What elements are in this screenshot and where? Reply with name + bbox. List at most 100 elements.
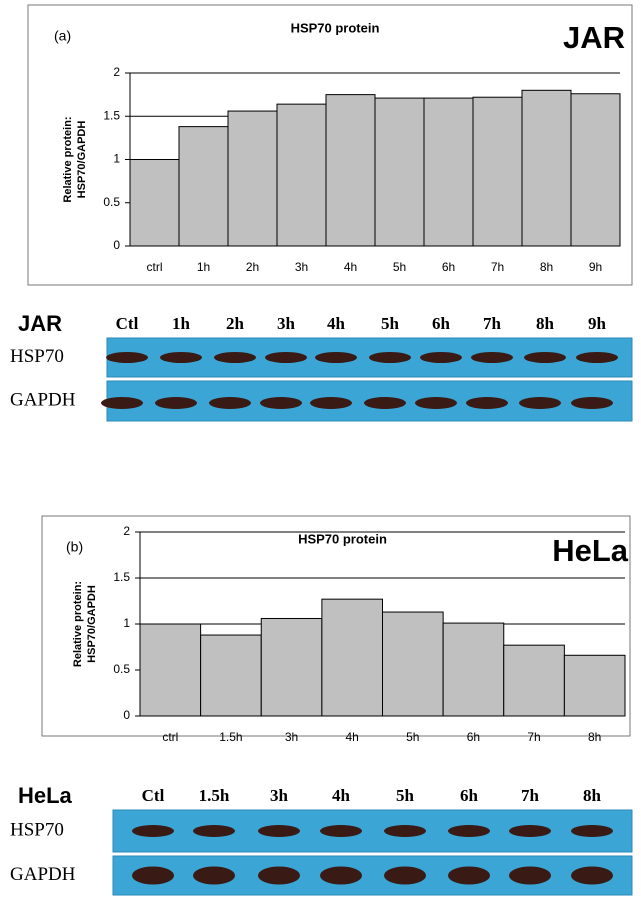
y-tick-label: 1.5 (103, 108, 120, 122)
blot-lane-label: 9h (588, 314, 607, 333)
band (209, 397, 251, 409)
x-tick-label: 3h (285, 730, 298, 744)
band (384, 825, 426, 837)
band (320, 825, 362, 837)
x-tick-label: 7h (527, 730, 540, 744)
bar (201, 635, 262, 716)
band (509, 867, 551, 885)
x-tick-label: 3h (295, 260, 308, 274)
band (258, 825, 300, 837)
blot-row-label: GAPDH (10, 389, 76, 410)
y-tick-label: 0.5 (103, 195, 120, 209)
x-tick-label: 4h (344, 260, 357, 274)
band (315, 352, 357, 363)
x-tick-label: ctrl (162, 730, 178, 744)
x-tick-label: 1h (197, 260, 210, 274)
band (571, 397, 613, 409)
x-tick-label: 6h (467, 730, 480, 744)
chart-title: HSP70 protein (298, 531, 387, 546)
blot-row-label: HSP70 (10, 346, 64, 367)
blot-lane-label: 1h (172, 314, 191, 333)
band (571, 825, 613, 837)
bar (473, 97, 522, 246)
cell-line-label: JAR (563, 20, 625, 55)
bar (522, 90, 571, 246)
panel-label: (b) (66, 539, 83, 555)
band (260, 397, 302, 409)
x-tick-label: 6h (442, 260, 455, 274)
blot-membrane (113, 810, 632, 852)
band (519, 397, 561, 409)
chart-title: HSP70 protein (291, 20, 380, 35)
y-tick-label: 0 (123, 708, 130, 722)
band (310, 397, 352, 409)
y-tick-label: 1.5 (113, 570, 130, 584)
blot-lane-label: 3h (270, 786, 289, 805)
blot-lane-label: 7h (521, 786, 540, 805)
bar (130, 160, 179, 247)
cell-line-label: HeLa (552, 533, 629, 568)
band (193, 867, 235, 885)
blot-lane-label: 8h (536, 314, 555, 333)
blot-cell-line: HeLa (18, 783, 73, 808)
bar (277, 104, 326, 246)
y-tick-label: 1 (113, 152, 120, 166)
x-tick-label: ctrl (147, 260, 163, 274)
x-tick-label: 5h (406, 730, 419, 744)
band (265, 352, 307, 363)
band (106, 352, 148, 363)
band (193, 825, 235, 837)
x-tick-label: 4h (346, 730, 359, 744)
band (576, 352, 618, 363)
blot-lane-label: Ctl (142, 786, 165, 805)
y-tick-label: 0 (113, 238, 120, 252)
blot-lane-label: 6h (432, 314, 451, 333)
blot-lane-label: Ctl (116, 314, 139, 333)
bar (375, 98, 424, 246)
y-axis-label: HSP70/GAPDH (76, 121, 88, 199)
band (258, 867, 300, 885)
bar (424, 98, 473, 246)
bar (179, 127, 228, 246)
blot-lane-label: 5h (396, 786, 415, 805)
band (132, 825, 174, 837)
bar (571, 94, 620, 246)
band (415, 397, 457, 409)
band (420, 352, 462, 363)
band (571, 867, 613, 885)
band (369, 352, 411, 363)
y-tick-label: 1 (123, 616, 130, 630)
y-tick-label: 2 (123, 524, 130, 538)
bar (261, 618, 322, 716)
band (471, 352, 513, 363)
blot-lane-label: 2h (226, 314, 245, 333)
panel-label: (a) (54, 28, 71, 44)
blot-lane-label: 1.5h (199, 786, 230, 805)
bar (564, 655, 625, 716)
blot-row-label: GAPDH (10, 864, 76, 885)
blot-lane-label: 7h (483, 314, 502, 333)
x-tick-label: 2h (246, 260, 259, 274)
blot-lane-label: 4h (327, 314, 346, 333)
y-axis-label: Relative protein: (62, 116, 74, 202)
bar (322, 599, 383, 716)
blot-lane-label: 4h (332, 786, 351, 805)
y-axis-label: HSP70/GAPDH (86, 585, 98, 663)
band (448, 825, 490, 837)
blot-membrane (113, 856, 632, 895)
band (132, 867, 174, 885)
x-tick-label: 1.5h (219, 730, 242, 744)
x-tick-label: 7h (491, 260, 504, 274)
band (364, 397, 406, 409)
band (101, 397, 143, 409)
bar (326, 95, 375, 246)
bar (504, 645, 565, 716)
x-tick-label: 8h (540, 260, 553, 274)
bar (443, 623, 504, 716)
x-tick-label: 8h (588, 730, 601, 744)
band (160, 352, 202, 363)
x-tick-label: 5h (393, 260, 406, 274)
band (524, 352, 566, 363)
bar (383, 612, 444, 716)
y-axis-label: Relative protein: (72, 581, 84, 667)
